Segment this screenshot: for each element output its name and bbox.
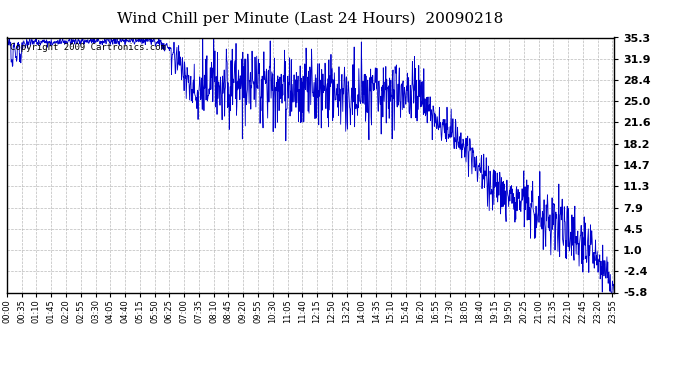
Text: Copyright 2009 Cartronics.com: Copyright 2009 Cartronics.com (10, 43, 166, 52)
Text: Wind Chill per Minute (Last 24 Hours)  20090218: Wind Chill per Minute (Last 24 Hours) 20… (117, 11, 504, 26)
